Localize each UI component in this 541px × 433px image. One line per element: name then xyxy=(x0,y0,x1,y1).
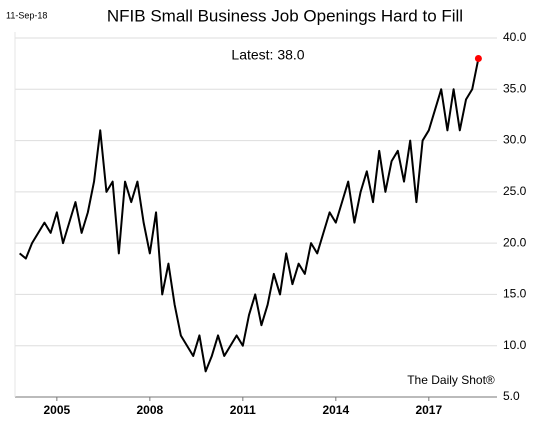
y-tick-label: 5.0 xyxy=(503,389,520,403)
x-tick-label: 2017 xyxy=(415,403,442,417)
x-tick-label: 2014 xyxy=(322,403,349,417)
line xyxy=(19,58,480,373)
date: 11-Sep-18 xyxy=(6,10,47,20)
y-tick-label: 40.0 xyxy=(503,30,527,44)
chart-title: NFIB Small Business Job Openings Hard to… xyxy=(107,6,463,25)
y-tick-label: 35.0 xyxy=(503,81,527,95)
source: The Daily Shot® xyxy=(407,373,495,387)
x-tick-label: 2008 xyxy=(136,403,163,417)
annotation: Latest: 38.0 xyxy=(231,47,304,63)
x-tick-label: 2011 xyxy=(230,403,256,417)
x-tick-label: 2005 xyxy=(43,403,70,417)
y-tick-label: 10.0 xyxy=(503,338,527,352)
y-tick-label: 25.0 xyxy=(503,184,527,198)
latest-marker xyxy=(474,55,482,63)
y-tick-label: 30.0 xyxy=(503,133,527,147)
y-tick-label: 15.0 xyxy=(503,287,527,301)
y-tick-label: 20.0 xyxy=(503,235,527,249)
